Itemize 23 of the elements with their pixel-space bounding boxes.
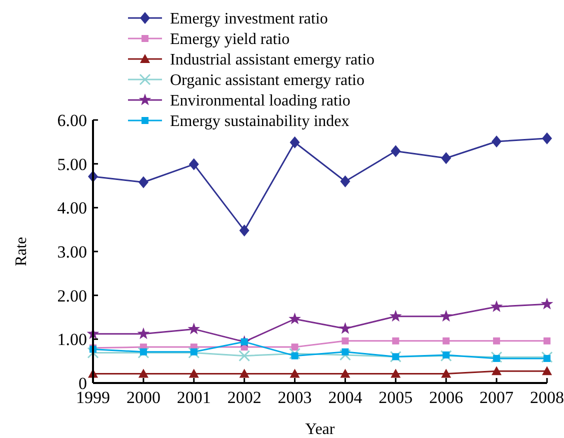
y-tick-label: 5.00 — [57, 154, 87, 174]
y-tick-label: 4.00 — [57, 198, 87, 218]
legend-label: Emergy yield ratio — [170, 31, 290, 48]
legend-label: Emergy investment ratio — [170, 10, 328, 28]
x-axis-title: Year — [305, 421, 336, 438]
x-tick-label: 2005 — [378, 388, 413, 407]
x-tick-label: 2001 — [176, 388, 211, 407]
y-tick-label: 6.00 — [57, 110, 87, 130]
legend-label: Organic assistant emergy ratio — [170, 72, 364, 90]
x-tick-label: 2000 — [126, 388, 160, 407]
x-tick-label: 2006 — [429, 388, 464, 407]
y-tick-label: 2.00 — [57, 286, 87, 306]
legend-label: Environmental loading ratio — [170, 92, 350, 110]
y-axis-title: Rate — [13, 236, 30, 266]
x-tick-label: 2003 — [278, 388, 312, 407]
y-tick-label: 1.00 — [57, 330, 87, 350]
legend-label: Industrial assistant emergy ratio — [170, 52, 375, 69]
y-tick-label: 3.00 — [57, 242, 87, 262]
x-tick-label: 2002 — [227, 388, 262, 407]
x-tick-label: 2008 — [530, 388, 564, 407]
x-tick-label: 2004 — [328, 388, 363, 407]
legend-label: Emergy sustainability index — [170, 113, 350, 130]
x-tick-label: 2007 — [480, 388, 514, 407]
